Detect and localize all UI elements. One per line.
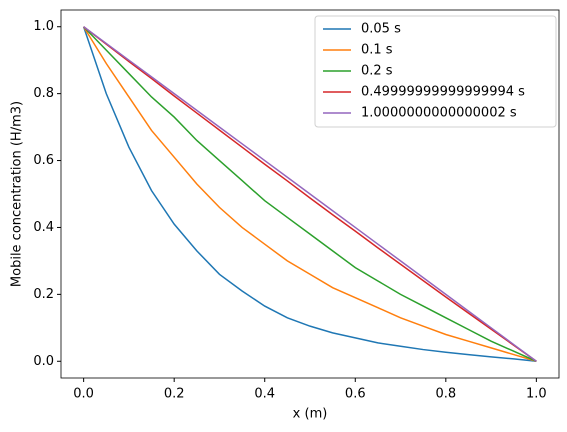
x-tick-label: 0.4 <box>254 387 275 402</box>
legend-label: 1.0000000000000002 s <box>361 106 517 121</box>
legend-label: 0.05 s <box>361 22 401 37</box>
y-tick-label: 1.0 <box>33 19 54 34</box>
legend-label: 0.2 s <box>361 64 393 79</box>
x-tick-label: 0.2 <box>164 387 185 402</box>
y-tick-label: 0.0 <box>33 354 54 369</box>
x-tick-label: 1.0 <box>526 387 547 402</box>
line-series <box>82 26 537 362</box>
y-tick-label: 0.6 <box>33 153 54 168</box>
x-tick-label: 0.8 <box>435 387 456 402</box>
legend-label: 0.1 s <box>361 43 393 58</box>
legend-box <box>314 15 557 128</box>
legend-label: 0.49999999999999994 s <box>361 85 525 100</box>
x-axis-label: x (m) <box>293 407 328 422</box>
line-series <box>83 26 537 362</box>
x-tick-label: 0.6 <box>345 387 366 402</box>
line-series <box>83 26 537 362</box>
line-series <box>83 26 537 362</box>
x-tick-label: 0.0 <box>73 387 94 402</box>
y-tick-label: 0.4 <box>33 220 54 235</box>
y-tick-label: 0.2 <box>33 287 54 302</box>
plot-frame <box>60 9 560 379</box>
y-tick-label: 0.8 <box>33 86 54 101</box>
y-axis-label: Mobile concentration (H/m3) <box>10 101 25 287</box>
line-series <box>82 26 537 363</box>
